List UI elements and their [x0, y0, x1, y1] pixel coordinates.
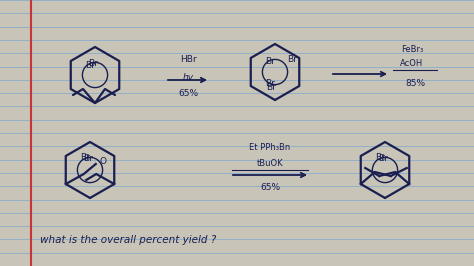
Text: Et PPh₃Bn: Et PPh₃Bn: [249, 143, 291, 152]
Text: Br: Br: [266, 84, 276, 93]
Text: Br: Br: [378, 154, 388, 163]
Text: 65%: 65%: [178, 89, 198, 98]
Text: what is the overall percent yield ?: what is the overall percent yield ?: [40, 235, 216, 245]
Text: hv: hv: [182, 73, 193, 82]
Text: Br: Br: [265, 57, 274, 66]
Text: Br: Br: [88, 59, 98, 68]
Text: Br: Br: [80, 153, 90, 163]
Text: AcOH: AcOH: [401, 60, 424, 69]
Text: O: O: [100, 157, 107, 167]
Text: Br: Br: [85, 60, 95, 69]
Text: 85%: 85%: [405, 80, 425, 89]
Text: Br: Br: [375, 153, 384, 163]
Text: Br: Br: [287, 56, 297, 64]
Text: 65%: 65%: [260, 184, 280, 193]
Text: tBuOK: tBuOK: [257, 159, 283, 168]
Text: Br: Br: [83, 154, 93, 163]
Text: FeBr₃: FeBr₃: [401, 45, 423, 55]
Text: Br: Br: [265, 80, 274, 89]
Text: HBr: HBr: [180, 56, 196, 64]
